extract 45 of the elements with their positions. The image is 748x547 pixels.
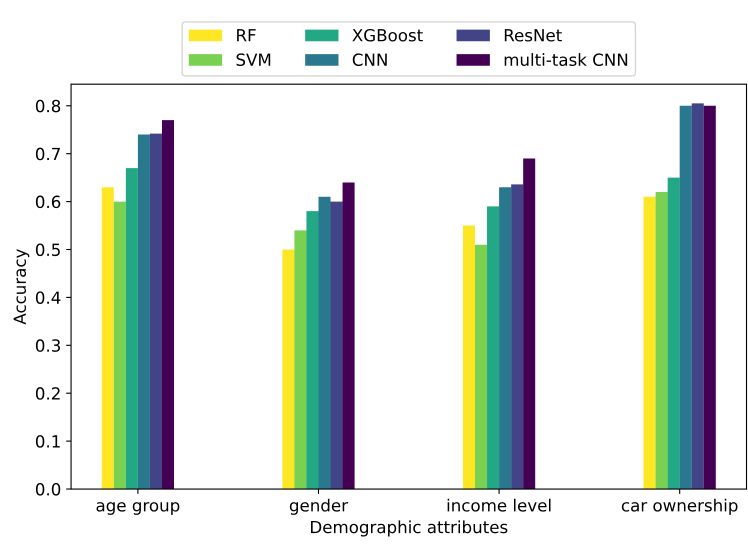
bar [644, 196, 656, 490]
bar [294, 230, 306, 490]
bar [487, 206, 500, 490]
bar [656, 192, 668, 490]
x-tick-label: age group [96, 502, 180, 515]
y-tick-label: 0.2 [36, 387, 60, 400]
bar [462, 226, 475, 490]
bar [680, 106, 692, 490]
y-tick-label: 0.5 [36, 243, 60, 256]
legend-label: ResNet [504, 29, 562, 42]
y-tick-label: 0.1 [36, 435, 60, 448]
bar [282, 250, 294, 490]
bar [114, 202, 126, 490]
bar [318, 196, 331, 490]
bar [162, 120, 174, 490]
y-tick-label: 0.4 [36, 291, 60, 304]
legend-label: RF [237, 29, 256, 42]
bar [126, 168, 138, 490]
bar [138, 134, 150, 490]
bar [511, 184, 524, 490]
legend-label: SVM [236, 53, 270, 66]
y-axis-title: Accuracy [14, 249, 30, 325]
bar [150, 134, 162, 490]
bar [475, 244, 488, 490]
x-tick-label: gender [290, 498, 348, 515]
bar [668, 178, 680, 490]
y-tick-label: 0.7 [36, 148, 60, 160]
y-tick-label: 0.0 [36, 482, 60, 496]
bar [102, 187, 114, 490]
y-tick-label: 0.3 [36, 339, 60, 352]
bar [330, 202, 343, 490]
legend-label: XGBoost [352, 28, 423, 42]
legend-label: CNN [352, 53, 387, 66]
y-tick-label: 0.6 [36, 196, 60, 208]
bar [692, 103, 704, 490]
x-tick-label: car ownership [622, 498, 738, 515]
bar [499, 187, 512, 490]
bar [306, 211, 318, 490]
bar [523, 158, 536, 490]
y-tick-label: 0.8 [36, 100, 60, 112]
x-tick-label: income level [448, 498, 551, 512]
legend-label: multi-task CNN [504, 53, 628, 66]
bar [704, 106, 716, 490]
x-axis-title: Demographic attributes [311, 520, 508, 537]
bar [342, 182, 355, 490]
